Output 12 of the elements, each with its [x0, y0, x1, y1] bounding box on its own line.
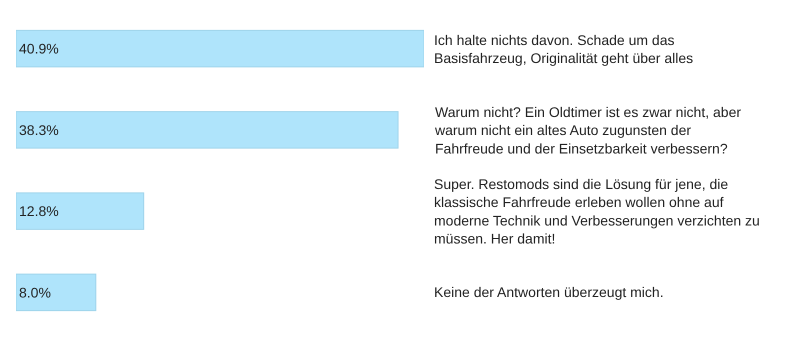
data-label: 12.8%: [19, 203, 59, 220]
data-label: 40.9%: [19, 40, 59, 57]
data-label: 8.0%: [19, 284, 51, 300]
y-tick-label: Super. Restomods sind die Lösung für jene, die klassische Fahrfreude erleben wollen ohne auf moderne Technik und Verbesserungen verzichten zu müssen. Her damit!: [434, 176, 760, 247]
bar: [16, 192, 144, 230]
bar: [16, 111, 399, 149]
y-tick-label: Warum nicht? Ein Oldtimer ist es zwar nicht, aber warum nicht ein altes Auto zugunsten der Fahrfreude und der Einsetzbarkeit verbessern?: [434, 104, 742, 156]
bar: [16, 274, 96, 312]
data-label: 38.3%: [19, 122, 59, 138]
bar: [16, 30, 424, 68]
y-tick-label: Ich halte nichts davon. Schade um das Basisfahrzeug, Originalität geht über alles: [434, 32, 694, 66]
y-tick-label: Keine der Antworten überzeugt mich.: [434, 284, 664, 300]
